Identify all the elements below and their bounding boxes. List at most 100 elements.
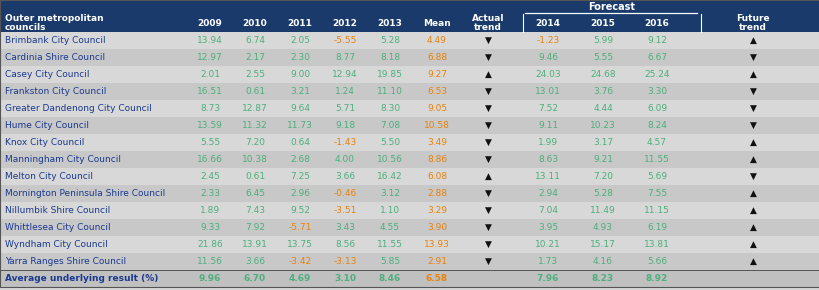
Text: 10.23: 10.23: [590, 121, 615, 130]
Text: 8.24: 8.24: [646, 121, 666, 130]
Text: ▲: ▲: [749, 257, 755, 266]
Text: 9.33: 9.33: [200, 223, 219, 232]
Text: ▼: ▼: [484, 155, 491, 164]
Bar: [0, 83, 819, 100]
Bar: [0, 253, 819, 270]
Text: 1.73: 1.73: [537, 257, 558, 266]
Text: 5.66: 5.66: [646, 257, 666, 266]
Text: 13.94: 13.94: [197, 36, 223, 45]
Text: 16.66: 16.66: [197, 155, 223, 164]
Text: ▼: ▼: [749, 87, 755, 96]
Text: 9.46: 9.46: [537, 53, 557, 62]
Text: ▲: ▲: [749, 240, 755, 249]
Text: 2.94: 2.94: [537, 189, 557, 198]
Text: 5.55: 5.55: [592, 53, 613, 62]
Text: ▼: ▼: [484, 138, 491, 147]
Text: 8.23: 8.23: [591, 274, 613, 283]
Text: 9.05: 9.05: [427, 104, 446, 113]
Text: 9.52: 9.52: [290, 206, 310, 215]
Text: 3.17: 3.17: [592, 138, 613, 147]
Text: 7.52: 7.52: [537, 104, 557, 113]
Text: 4.00: 4.00: [335, 155, 355, 164]
Text: -3.42: -3.42: [288, 257, 311, 266]
Text: 8.46: 8.46: [378, 274, 400, 283]
Text: 8.73: 8.73: [200, 104, 219, 113]
Text: 6.88: 6.88: [427, 53, 446, 62]
Text: 16.51: 16.51: [197, 87, 223, 96]
Text: 11.15: 11.15: [643, 206, 669, 215]
Text: 13.81: 13.81: [643, 240, 669, 249]
Text: Manningham City Council: Manningham City Council: [5, 155, 121, 164]
Text: 6.19: 6.19: [646, 223, 666, 232]
Text: 3.66: 3.66: [334, 172, 355, 181]
Text: 4.55: 4.55: [379, 223, 400, 232]
Text: 2012: 2012: [333, 19, 357, 28]
Text: ▼: ▼: [484, 257, 491, 266]
Text: 8.86: 8.86: [427, 155, 446, 164]
Text: ▼: ▼: [484, 36, 491, 45]
Text: 3.76: 3.76: [592, 87, 613, 96]
Text: ▲: ▲: [484, 172, 491, 181]
Text: 13.11: 13.11: [535, 172, 560, 181]
Text: 3.66: 3.66: [245, 257, 265, 266]
Text: Wyndham City Council: Wyndham City Council: [5, 240, 107, 249]
Text: Future
trend: Future trend: [735, 14, 769, 32]
Text: 6.70: 6.70: [243, 274, 265, 283]
Text: 5.50: 5.50: [379, 138, 400, 147]
Text: 5.69: 5.69: [646, 172, 666, 181]
Text: 7.20: 7.20: [592, 172, 613, 181]
Text: 7.55: 7.55: [646, 189, 666, 198]
Text: Melton City Council: Melton City Council: [5, 172, 93, 181]
Text: 6.53: 6.53: [427, 87, 446, 96]
Text: 11.73: 11.73: [287, 121, 313, 130]
Text: 4.49: 4.49: [427, 36, 446, 45]
Text: 2.91: 2.91: [427, 257, 446, 266]
Text: ▼: ▼: [749, 104, 755, 113]
Text: ▼: ▼: [484, 121, 491, 130]
Text: Whittlesea City Council: Whittlesea City Council: [5, 223, 111, 232]
Text: 12.97: 12.97: [197, 53, 223, 62]
Bar: [0, 117, 819, 134]
Text: 7.08: 7.08: [379, 121, 400, 130]
Text: 4.93: 4.93: [592, 223, 613, 232]
Text: ▼: ▼: [484, 223, 491, 232]
Text: 4.44: 4.44: [592, 104, 612, 113]
Text: ▼: ▼: [749, 172, 755, 181]
Text: 21.86: 21.86: [197, 240, 223, 249]
Text: 13.01: 13.01: [535, 87, 560, 96]
Text: Nillumbik Shire Council: Nillumbik Shire Council: [5, 206, 110, 215]
Text: 9.96: 9.96: [198, 274, 221, 283]
Text: 19.85: 19.85: [377, 70, 402, 79]
Text: 8.56: 8.56: [334, 240, 355, 249]
Text: 3.10: 3.10: [333, 274, 355, 283]
Text: 8.63: 8.63: [537, 155, 558, 164]
Bar: [0, 0, 819, 32]
Text: ▼: ▼: [484, 87, 491, 96]
Text: ▼: ▼: [484, 104, 491, 113]
Text: -5.71: -5.71: [288, 223, 311, 232]
Text: 24.03: 24.03: [535, 70, 560, 79]
Bar: [0, 66, 819, 83]
Text: 9.64: 9.64: [290, 104, 310, 113]
Text: ▲: ▲: [749, 206, 755, 215]
Text: 2.68: 2.68: [290, 155, 310, 164]
Text: 16.42: 16.42: [377, 172, 402, 181]
Bar: [0, 219, 819, 236]
Text: 10.21: 10.21: [535, 240, 560, 249]
Text: 7.43: 7.43: [245, 206, 265, 215]
Text: 1.99: 1.99: [537, 138, 558, 147]
Text: -3.13: -3.13: [333, 257, 356, 266]
Text: 12.87: 12.87: [242, 104, 268, 113]
Text: Greater Dandenong City Council: Greater Dandenong City Council: [5, 104, 152, 113]
Text: 7.25: 7.25: [290, 172, 310, 181]
Text: 11.55: 11.55: [377, 240, 402, 249]
Text: 3.49: 3.49: [427, 138, 446, 147]
Text: 0.61: 0.61: [245, 172, 265, 181]
Text: ▲: ▲: [484, 70, 491, 79]
Bar: [0, 185, 819, 202]
Text: Casey City Council: Casey City Council: [5, 70, 89, 79]
Text: 6.58: 6.58: [425, 274, 447, 283]
Text: Hume City Council: Hume City Council: [5, 121, 89, 130]
Text: 5.71: 5.71: [334, 104, 355, 113]
Text: Cardinia Shire Council: Cardinia Shire Council: [5, 53, 105, 62]
